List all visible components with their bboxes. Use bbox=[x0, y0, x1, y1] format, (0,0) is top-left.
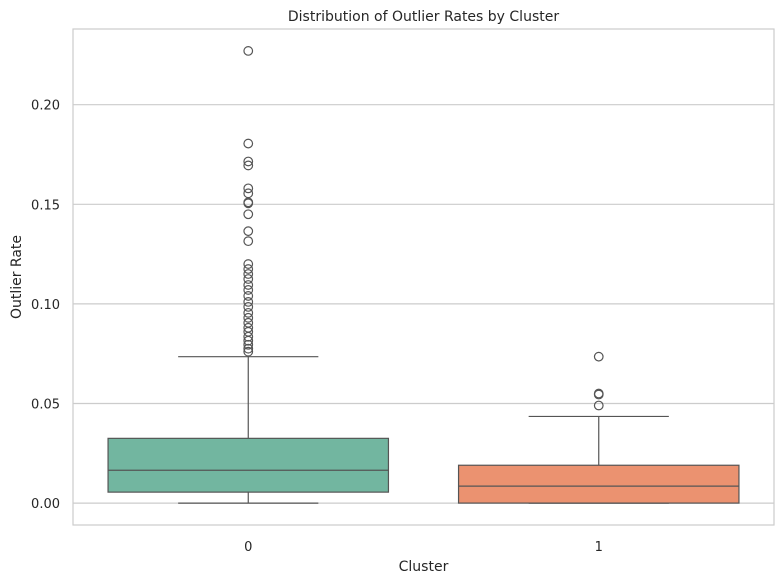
outlier-point bbox=[243, 269, 254, 279]
x-tick-label: 1 bbox=[595, 540, 603, 555]
outlier-point bbox=[243, 343, 254, 354]
box-group bbox=[107, 46, 390, 504]
outlier-point bbox=[243, 236, 254, 247]
outlier-point bbox=[243, 285, 254, 295]
y-tick-label: 0.05 bbox=[31, 397, 60, 412]
outlier-point bbox=[243, 226, 254, 237]
chart-title: Distribution of Outlier Rates by Cluster bbox=[288, 9, 559, 25]
outlier-point bbox=[243, 259, 254, 269]
outlier-point bbox=[243, 296, 254, 307]
outlier-point bbox=[593, 400, 604, 411]
outlier-point bbox=[243, 346, 254, 357]
outlier-point bbox=[593, 351, 604, 362]
outlier-point bbox=[243, 264, 254, 274]
plot-frame bbox=[72, 28, 775, 526]
outlier-point bbox=[243, 138, 254, 149]
outlier-point bbox=[243, 291, 254, 301]
outlier-point bbox=[243, 322, 254, 333]
outlier-point bbox=[243, 301, 254, 312]
outlier-point bbox=[593, 388, 604, 399]
y-tick-labels: 0.00 0.05 0.10 0.15 0.20 bbox=[31, 99, 60, 512]
outlier-point bbox=[243, 274, 254, 284]
y-tick-label: 0.00 bbox=[31, 497, 60, 512]
x-tick-label: 0 bbox=[244, 540, 252, 555]
outlier-point bbox=[243, 209, 254, 220]
y-axis-label: Outlier Rate bbox=[9, 235, 25, 319]
boxes-layer bbox=[107, 46, 740, 504]
y-tick-label: 0.10 bbox=[31, 298, 60, 313]
x-axis-label: Cluster bbox=[399, 559, 449, 575]
box-group bbox=[457, 351, 740, 504]
y-tick-label: 0.20 bbox=[31, 99, 60, 114]
outlier-point bbox=[243, 46, 254, 56]
iqr-box bbox=[107, 437, 390, 493]
outlier-point bbox=[243, 307, 254, 318]
outlier-point bbox=[243, 160, 254, 171]
outlier-point bbox=[243, 156, 254, 167]
outlier-point bbox=[243, 339, 254, 350]
outlier-point bbox=[243, 317, 254, 328]
outlier-point bbox=[243, 188, 254, 199]
iqr-box bbox=[457, 464, 740, 504]
outlier-point bbox=[243, 183, 254, 194]
outlier-point bbox=[243, 280, 254, 290]
outlier-point bbox=[243, 312, 254, 323]
y-tick-label: 0.15 bbox=[31, 198, 60, 213]
